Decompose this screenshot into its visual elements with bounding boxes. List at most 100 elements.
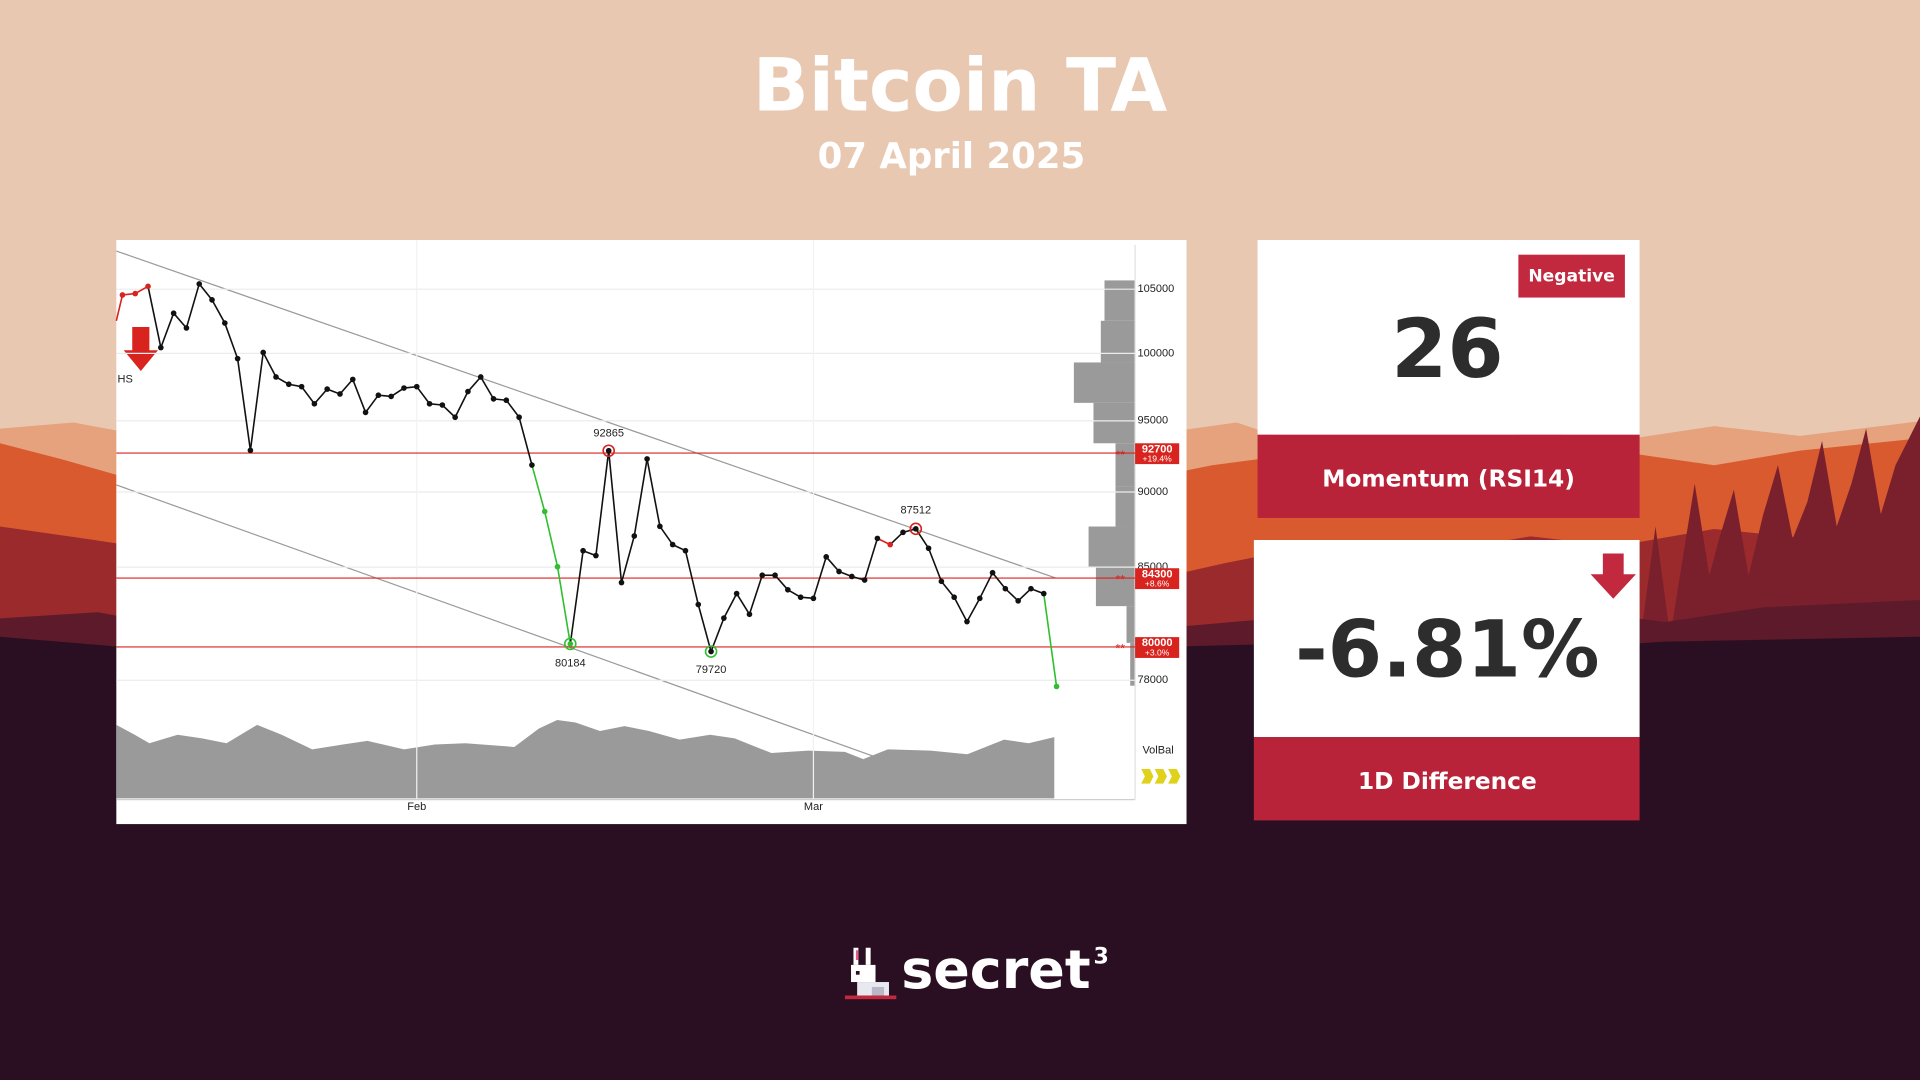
- extreme-label: 92865: [593, 428, 624, 440]
- price-point: [1053, 683, 1060, 690]
- price-point: [772, 572, 778, 579]
- price-point: [976, 595, 983, 602]
- price-point: [708, 648, 714, 655]
- price-segment: [198, 283, 213, 301]
- price-segment: [441, 404, 456, 418]
- price-segment: [160, 312, 175, 348]
- y-tick-label: 78000: [1138, 674, 1169, 686]
- price-point: [912, 526, 919, 532]
- price-point: [209, 297, 215, 303]
- price-point: [861, 577, 868, 583]
- down-arrow: [1590, 553, 1636, 599]
- y-tick-label: 105000: [1138, 283, 1175, 295]
- price-point: [477, 374, 484, 380]
- brand-superscript: 3: [1093, 945, 1108, 970]
- price-segment: [607, 450, 623, 583]
- price-segment: [774, 574, 789, 591]
- price-segment: [518, 417, 533, 466]
- price-point: [746, 611, 753, 618]
- price-point: [925, 545, 932, 552]
- price-segment: [863, 538, 879, 581]
- price-segment: [480, 376, 495, 400]
- rsi-value: 26: [1391, 303, 1503, 397]
- price-segment: [979, 572, 994, 599]
- level-change: +3.0%: [1145, 647, 1170, 657]
- price-segment: [467, 376, 482, 393]
- y-tick-label: 95000: [1138, 415, 1169, 427]
- price-segment: [147, 286, 162, 348]
- extreme-ring: [704, 645, 718, 658]
- chart: HS VolBal 780008500090000950001000001050…: [115, 240, 1181, 813]
- price-segment: [595, 450, 610, 556]
- price-segment: [940, 580, 955, 598]
- price-point: [465, 388, 471, 395]
- level-value: 92700: [1142, 443, 1173, 455]
- price-point: [823, 554, 830, 560]
- price-point: [503, 397, 510, 404]
- volume-label: VolBal: [1142, 745, 1173, 757]
- price-segment: [812, 556, 827, 599]
- price-segment: [313, 388, 328, 405]
- level-box: [1135, 637, 1180, 658]
- price-segment: [352, 379, 367, 413]
- price-point: [490, 396, 497, 402]
- price-point: [196, 281, 203, 287]
- level-marker: **: [1116, 573, 1126, 587]
- price-segment: [633, 458, 648, 537]
- price-segment: [300, 386, 316, 405]
- price-point: [158, 344, 164, 351]
- price-segment: [185, 283, 200, 329]
- price-point: [439, 402, 446, 408]
- price-segment: [224, 322, 239, 359]
- price-point: [1002, 585, 1009, 592]
- price-point: [797, 594, 804, 601]
- price-point: [721, 615, 727, 621]
- price-segment: [889, 531, 904, 546]
- price-point: [695, 601, 702, 608]
- volume-balance-area: [116, 720, 1055, 799]
- price-point: [874, 535, 881, 542]
- price-segment: [339, 378, 354, 395]
- price-point: [887, 541, 894, 548]
- price-segment: [262, 352, 277, 378]
- price-segment: [966, 597, 981, 623]
- price-segment: [620, 535, 636, 583]
- volume-profile: [1073, 280, 1136, 686]
- level-value: 80000: [1142, 637, 1173, 649]
- price-point: [785, 586, 791, 593]
- price-point: [593, 552, 599, 559]
- price-point: [759, 572, 766, 579]
- price-point: [631, 533, 638, 539]
- price-segment: [915, 528, 930, 549]
- price-point: [337, 391, 343, 397]
- price-segment: [1017, 588, 1032, 602]
- brand-name: secret: [901, 938, 1090, 1001]
- price-point: [849, 573, 855, 580]
- price-point: [362, 409, 369, 416]
- price-segment: [659, 525, 674, 546]
- price-point: [669, 541, 676, 548]
- chart-panel: [116, 240, 1187, 825]
- price-segment: [697, 604, 712, 652]
- price-point: [516, 414, 522, 421]
- price-segment: [236, 358, 252, 451]
- price-segment: [723, 593, 738, 619]
- price-point: [452, 414, 458, 421]
- price-point: [529, 462, 535, 468]
- price-point: [247, 447, 254, 454]
- badge: [1518, 254, 1625, 298]
- level-box: [1135, 568, 1180, 590]
- price-point: [132, 290, 139, 297]
- extreme-ring: [564, 637, 577, 651]
- price-segment: [1004, 588, 1019, 602]
- level-marker: **: [1116, 642, 1126, 656]
- price-point: [580, 547, 586, 554]
- level-box: [1135, 443, 1180, 465]
- title: Bitcoin TA: [753, 44, 1168, 129]
- price-point: [222, 320, 228, 326]
- x-tick-label: Mar: [804, 801, 823, 813]
- price-segment: [953, 596, 968, 623]
- price-point: [285, 381, 292, 388]
